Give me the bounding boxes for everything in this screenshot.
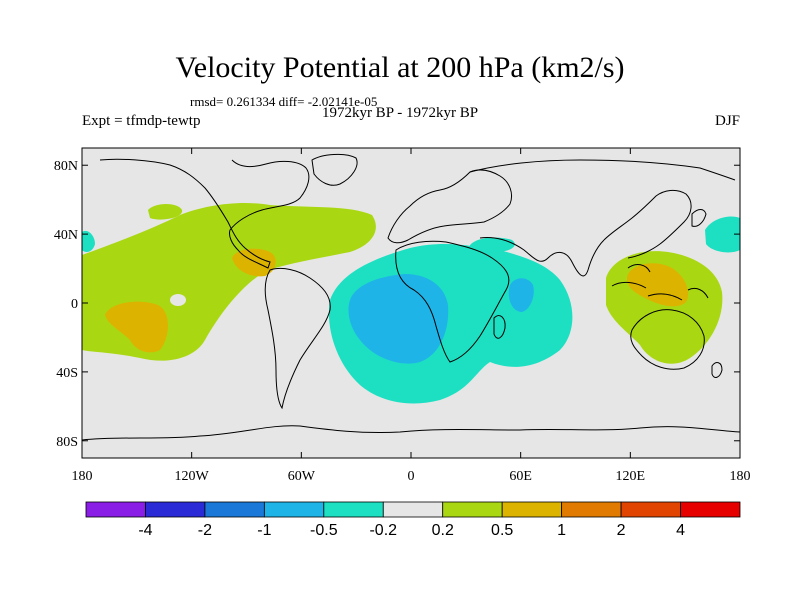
colorbar-swatch <box>204 501 265 518</box>
x-tick-label: 180 <box>72 469 93 484</box>
coastlines <box>82 153 740 441</box>
y-tick-label: 40N <box>54 228 78 243</box>
coast-australia <box>630 309 705 370</box>
x-tick-label: 60E <box>509 469 532 484</box>
colorbar-swatch <box>263 501 325 518</box>
experiment-label: Expt = tfmdp-tewtp <box>82 113 201 129</box>
positive-center-south-pacific <box>105 301 168 353</box>
negative-center-south-atlantic-africa <box>348 274 449 364</box>
hole-1 <box>170 294 186 306</box>
x-tick-label: 120E <box>616 469 646 484</box>
colorbar-label: 0.2 <box>432 522 454 539</box>
colorbar-swatch <box>85 501 146 518</box>
x-tick-label: 60W <box>288 469 316 484</box>
coast-japan <box>691 209 707 227</box>
y-tick-label: 80S <box>56 435 78 450</box>
negative-blob-north-africa <box>470 237 515 252</box>
period-label: 1972kyr BP - 1972kyr BP <box>321 105 479 121</box>
colorbar-label: 0.5 <box>491 522 513 539</box>
y-tick-label: 40S <box>56 366 78 381</box>
colorbar-label: -0.5 <box>310 522 338 539</box>
colorbar: -4 -2 -1 -0.5 -0.2 0.2 0.5 1 2 4 <box>85 501 741 539</box>
coast-new-zealand <box>711 362 723 378</box>
colorbar-label: 4 <box>676 522 685 539</box>
colorbar-label: -2 <box>198 522 212 539</box>
coast-africa <box>395 240 510 363</box>
colorbar-swatch <box>680 501 741 518</box>
y-tick-label: 0 <box>71 297 78 312</box>
contour-fills <box>82 203 740 404</box>
coast-asia <box>469 159 736 259</box>
negative-blob-east-pacific-edge <box>82 230 95 252</box>
y-tick-label: 80N <box>54 159 78 174</box>
colorbar-label: 2 <box>617 522 626 539</box>
colorbar-swatch <box>442 501 503 518</box>
x-tick-label: 0 <box>408 469 415 484</box>
positive-center-caribbean <box>232 248 276 277</box>
colorbar-label: -1 <box>257 522 271 539</box>
coast-arabia-india <box>479 237 605 277</box>
colorbar-label: -4 <box>138 522 152 539</box>
coast-north-america <box>99 158 310 269</box>
x-tick-label: 120W <box>175 469 210 484</box>
negative-blob-west-pacific <box>705 216 740 253</box>
coast-maritime-continent <box>611 264 709 301</box>
colorbar-swatch <box>323 501 384 518</box>
hole-2 <box>295 295 305 305</box>
coast-europe <box>387 169 513 244</box>
season-label: DJF <box>714 113 740 129</box>
x-tick-label: 180 <box>730 469 751 484</box>
colorbar-label: 1 <box>557 522 566 539</box>
colorbar-swatch <box>561 501 622 518</box>
colorbar-swatch <box>382 501 444 518</box>
coast-madagascar <box>493 315 506 339</box>
colorbar-swatch <box>620 501 681 518</box>
coast-antarctica <box>82 425 740 441</box>
axes: 180 120W 60W 0 60E 120E 180 80N 40N 0 40S 80S <box>54 148 751 484</box>
chart-title: Velocity Potential at 200 hPa (km2/s) <box>175 51 625 84</box>
coast-greenland <box>311 153 358 186</box>
positive-blob-north-pacific <box>148 204 183 220</box>
coast-south-america <box>264 267 331 410</box>
stats-line: rmsd= 0.261334 diff= -2.02141e-05 <box>190 94 378 109</box>
colorbar-label: -0.2 <box>369 522 397 539</box>
colorbar-swatch <box>145 501 206 518</box>
colorbar-swatch <box>501 501 563 518</box>
negative-center-east-africa <box>508 278 534 312</box>
